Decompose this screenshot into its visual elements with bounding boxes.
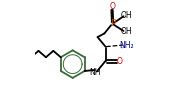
Text: NH₂: NH₂ bbox=[120, 41, 134, 50]
Text: P: P bbox=[110, 19, 115, 28]
Text: NH: NH bbox=[89, 68, 101, 77]
Text: O: O bbox=[110, 2, 116, 11]
Text: OH: OH bbox=[121, 27, 132, 36]
Text: ,,: ,, bbox=[120, 44, 124, 49]
Text: OH: OH bbox=[121, 11, 132, 20]
Text: O: O bbox=[117, 58, 122, 67]
